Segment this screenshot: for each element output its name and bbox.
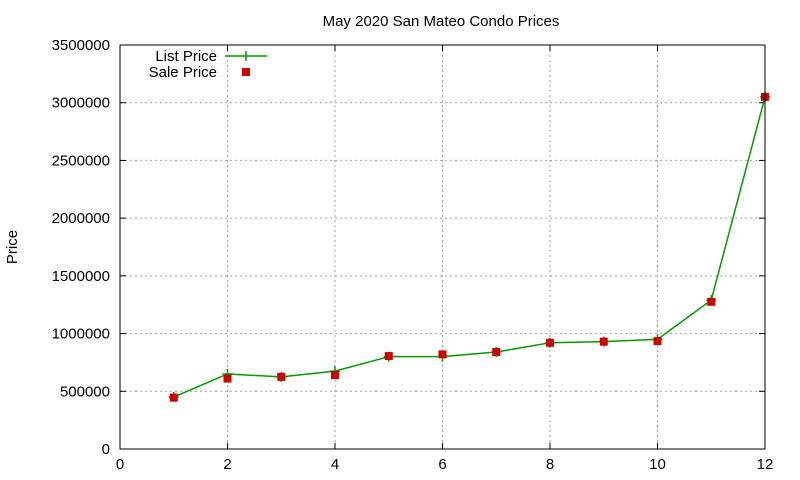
legend-square-sample xyxy=(242,68,250,76)
x-tick-label: 12 xyxy=(757,456,774,473)
sale-price-point xyxy=(169,393,178,402)
axis-ticks: 0 2 4 6 8 10 12 0 500000 1000000 1500000 2000000 250… xyxy=(52,37,774,473)
sale-price-point xyxy=(546,338,554,347)
y-tick-label: 1000000 xyxy=(52,326,110,343)
sale-price-point xyxy=(707,297,716,306)
sale-price-point xyxy=(438,350,447,359)
x-tick-label: 10 xyxy=(649,456,666,473)
legend-label: Sale Price xyxy=(149,64,217,81)
y-tick-label: 500000 xyxy=(60,383,110,400)
x-tick-label: 2 xyxy=(223,456,231,473)
legend-label: List Price xyxy=(155,48,217,65)
y-tick-label: 3500000 xyxy=(52,37,110,54)
sale-price-point xyxy=(492,348,501,357)
chart-title: May 2020 San Mateo Condo Prices xyxy=(323,13,560,30)
sale-price-point xyxy=(599,337,608,346)
sale-price-point xyxy=(653,337,662,346)
x-tick-label: 4 xyxy=(331,456,339,473)
sale-price-point xyxy=(331,371,339,380)
y-tick-label: 2000000 xyxy=(52,210,110,227)
sale-price-point xyxy=(223,374,232,383)
y-tick-label: 2500000 xyxy=(52,152,110,169)
y-tick-label: 1500000 xyxy=(52,268,110,285)
sale-price-point xyxy=(277,372,286,381)
series-layer xyxy=(168,91,770,403)
grid-lines xyxy=(120,45,765,449)
plot-frame xyxy=(119,44,766,450)
list-price-line xyxy=(173,96,766,398)
x-tick-label: 6 xyxy=(438,456,446,473)
y-tick-label: 0 xyxy=(102,441,110,458)
y-axis-label: Price xyxy=(4,230,21,264)
sale-price-point xyxy=(384,352,393,361)
x-tick-label: 8 xyxy=(546,456,554,473)
x-tick-label: 0 xyxy=(116,456,124,473)
y-tick-label: 3000000 xyxy=(52,95,110,112)
